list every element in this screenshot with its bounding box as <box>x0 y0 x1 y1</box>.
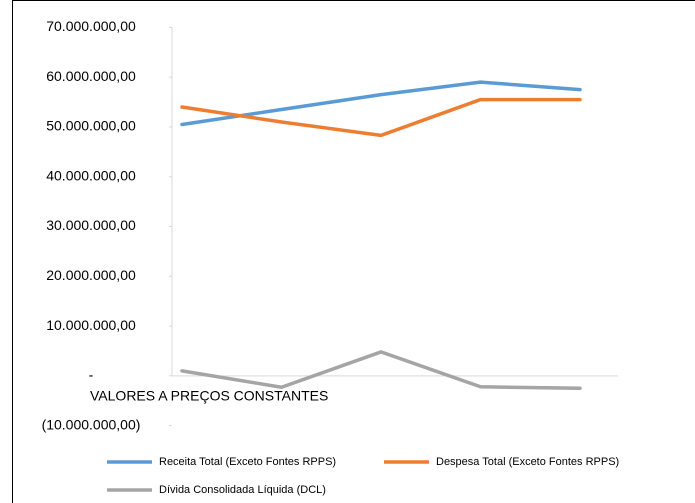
y-tick-label: 60.000.000,00 <box>46 68 136 84</box>
y-tick-label: 70.000.000,00 <box>46 18 136 34</box>
legend-label: Receita Total (Exceto Fontes RPPS) <box>159 456 336 468</box>
annotation: VALORES A PREÇOS CONSTANTES <box>90 388 328 404</box>
series-line <box>180 350 582 391</box>
chart-frame <box>12 0 695 503</box>
legend-label: Despesa Total (Exceto Fontes RPPS) <box>436 456 619 468</box>
y-tick-label: 40.000.000,00 <box>46 167 136 183</box>
y-tick-label: 50.000.000,00 <box>46 118 136 134</box>
legend-label: Dívida Consolidada Líquida (DCL) <box>159 484 326 496</box>
y-tick-label: - <box>89 367 94 383</box>
y-tick-label: (10.000.000,00) <box>42 416 141 432</box>
series-line <box>180 97 582 138</box>
y-tick-label: 30.000.000,00 <box>46 217 136 233</box>
series-line <box>180 80 582 127</box>
y-tick-label: 10.000.000,00 <box>46 317 136 333</box>
y-tick-label: 20.000.000,00 <box>46 267 136 283</box>
